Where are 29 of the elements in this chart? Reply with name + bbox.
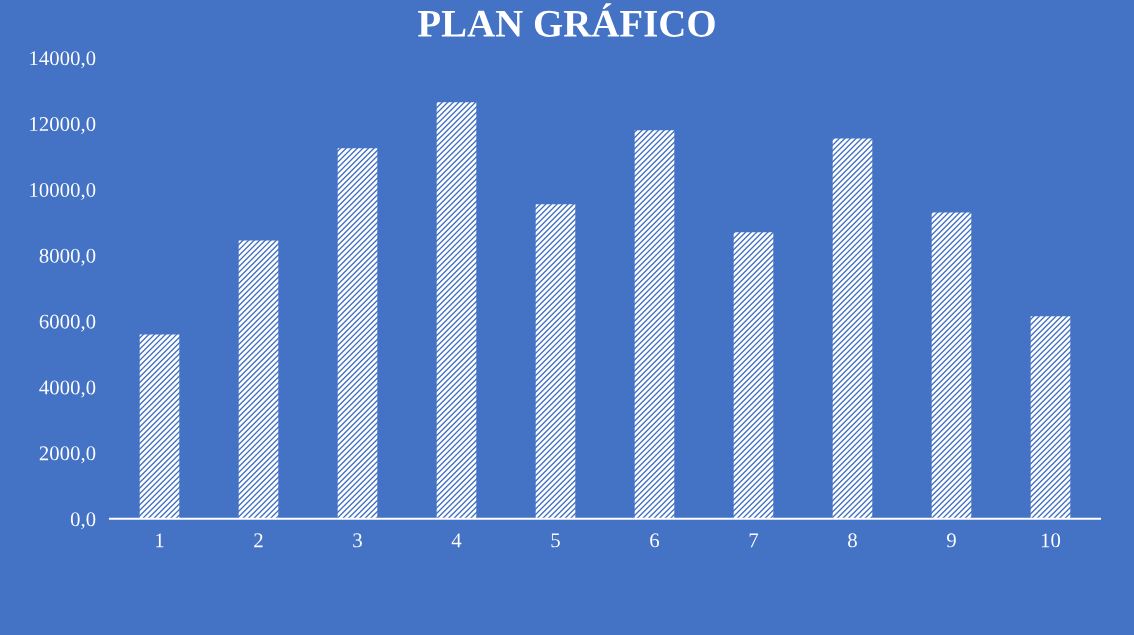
x-tick-label: 7 (749, 533, 759, 548)
bar (535, 204, 576, 519)
y-tick-label: 12000,0 (30, 117, 96, 135)
x-tick-label: 5 (551, 533, 560, 548)
y-tick-label: 2000,0 (39, 446, 96, 464)
y-tick-label: 10000,0 (30, 182, 96, 200)
y-tick-label: 4000,0 (39, 380, 96, 398)
y-tick-label: 14000,0 (30, 51, 96, 69)
bar (1030, 316, 1071, 519)
chart-title: PLAN GRÁFICO (418, 3, 715, 37)
bar (337, 148, 378, 519)
bar (634, 130, 675, 519)
bar (931, 212, 972, 519)
bar (238, 240, 279, 519)
x-tick-label: 2 (254, 533, 263, 548)
x-tick-label: 6 (650, 533, 660, 548)
y-tick-label: 0,0 (70, 512, 96, 530)
bar (733, 232, 774, 519)
bar (436, 102, 477, 519)
x-tick-label: 9 (946, 533, 956, 548)
x-tick-label: 10 (1041, 533, 1061, 548)
y-tick-label: 6000,0 (39, 314, 96, 332)
x-tick-label: 3 (353, 533, 362, 548)
bar (832, 138, 873, 519)
x-tick-label: 1 (156, 533, 164, 548)
y-tick-label: 8000,0 (39, 248, 96, 266)
x-tick-label: 8 (848, 533, 857, 548)
x-tick-label: 4 (451, 533, 462, 548)
bar (139, 334, 180, 519)
